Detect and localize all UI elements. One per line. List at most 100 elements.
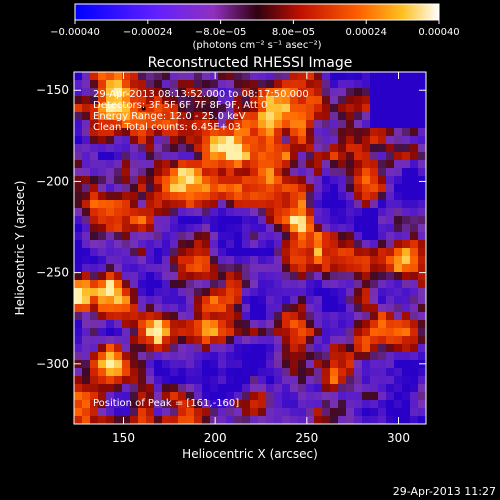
heatmap-cell (178, 344, 187, 353)
heatmap-cell (306, 416, 315, 424)
heatmap-cell (98, 72, 107, 81)
heatmap-cell (154, 288, 163, 297)
heatmap-cell (138, 184, 147, 193)
heatmap-cell (338, 360, 347, 369)
heatmap-cell (122, 232, 131, 241)
heatmap-cell (346, 152, 355, 161)
heatmap-cell (170, 240, 179, 249)
heatmap-cell (122, 296, 131, 305)
heatmap-cell (98, 176, 107, 185)
heatmap-cell (354, 360, 363, 369)
heatmap-cell (402, 416, 411, 424)
heatmap-cell (122, 368, 131, 377)
heatmap-cell (266, 400, 275, 409)
heatmap-cell (234, 184, 243, 193)
heatmap-cell (346, 256, 355, 265)
heatmap-cell (362, 144, 371, 153)
heatmap-cell (346, 216, 355, 225)
heatmap-cell (178, 392, 187, 401)
heatmap-cell (258, 216, 267, 225)
heatmap-cell (178, 96, 187, 105)
heatmap-cell (346, 112, 355, 121)
heatmap-cell (282, 112, 291, 121)
heatmap-cell (178, 312, 187, 321)
heatmap-cell (314, 352, 323, 361)
peak-position-label: Position of Peak = [161,-160] (93, 398, 239, 409)
heatmap-cell (218, 336, 227, 345)
heatmap-cell (274, 112, 283, 121)
heatmap-cell (410, 144, 419, 153)
heatmap-cell (338, 320, 347, 329)
heatmap-cell (338, 120, 347, 129)
heatmap-cell (338, 160, 347, 169)
heatmap-cell (178, 288, 187, 297)
heatmap-cell (370, 88, 379, 97)
heatmap-cell (146, 352, 155, 361)
heatmap-cell (386, 280, 395, 289)
heatmap-cell (210, 352, 219, 361)
heatmap-cell (258, 184, 267, 193)
heatmap-cell (98, 224, 107, 233)
heatmap-cell (306, 360, 315, 369)
heatmap-cell (402, 272, 411, 281)
heatmap-cell (306, 240, 315, 249)
heatmap-cell (362, 312, 371, 321)
heatmap-cell (242, 368, 251, 377)
heatmap-cell (178, 320, 187, 329)
heatmap-cell (114, 160, 123, 169)
heatmap-cell (202, 296, 211, 305)
heatmap-cell (98, 168, 107, 177)
heatmap-cell (210, 152, 219, 161)
heatmap-cell (74, 256, 83, 265)
heatmap-cell (378, 416, 387, 424)
heatmap-cell (82, 304, 91, 313)
heatmap-cell (346, 184, 355, 193)
heatmap-cell (346, 320, 355, 329)
heatmap-cell (338, 376, 347, 385)
heatmap-cell (130, 264, 139, 273)
heatmap-cell (242, 376, 251, 385)
heatmap-cell (138, 176, 147, 185)
colorbar-ticks: −0.00040 −0.00024 −8.0e−05 8.0e−05 0.00024 0.… (50, 20, 460, 38)
heatmap-cell (90, 248, 99, 257)
heatmap-cell (386, 320, 395, 329)
heatmap-cell (82, 80, 91, 89)
heatmap-cell (122, 136, 131, 145)
heatmap-cell (138, 280, 147, 289)
heatmap-cell (122, 408, 131, 417)
heatmap-cell (74, 104, 83, 113)
heatmap-cell (178, 336, 187, 345)
heatmap-cell (146, 240, 155, 249)
heatmap-cell (378, 216, 387, 225)
heatmap-cell (266, 160, 275, 169)
heatmap-cell (298, 376, 307, 385)
heatmap-cell (106, 80, 115, 89)
heatmap-cell (298, 72, 307, 81)
heatmap-cell (170, 104, 179, 113)
heatmap-cell (74, 368, 83, 377)
heatmap-cell (410, 280, 419, 289)
heatmap-cell (282, 328, 291, 337)
heatmap-cell (314, 392, 323, 401)
heatmap-cell (378, 296, 387, 305)
heatmap-cell (314, 96, 323, 105)
heatmap-cell (354, 312, 363, 321)
heatmap-cell (122, 288, 131, 297)
heatmap-cell (418, 256, 426, 265)
heatmap-cell (314, 328, 323, 337)
heatmap-cell (338, 72, 347, 81)
heatmap-cell (146, 336, 155, 345)
heatmap-cell (362, 376, 371, 385)
heatmap-cell (314, 280, 323, 289)
heatmap-cell (194, 104, 203, 113)
heatmap-cell (298, 208, 307, 217)
heatmap-cell (354, 200, 363, 209)
heatmap-cell (266, 80, 275, 89)
heatmap-cell (402, 144, 411, 153)
heatmap-cell (130, 160, 139, 169)
heatmap-cell (106, 360, 115, 369)
heatmap-cell (306, 184, 315, 193)
heatmap-cell (98, 136, 107, 145)
heatmap-cell (266, 216, 275, 225)
heatmap-cell (226, 216, 235, 225)
